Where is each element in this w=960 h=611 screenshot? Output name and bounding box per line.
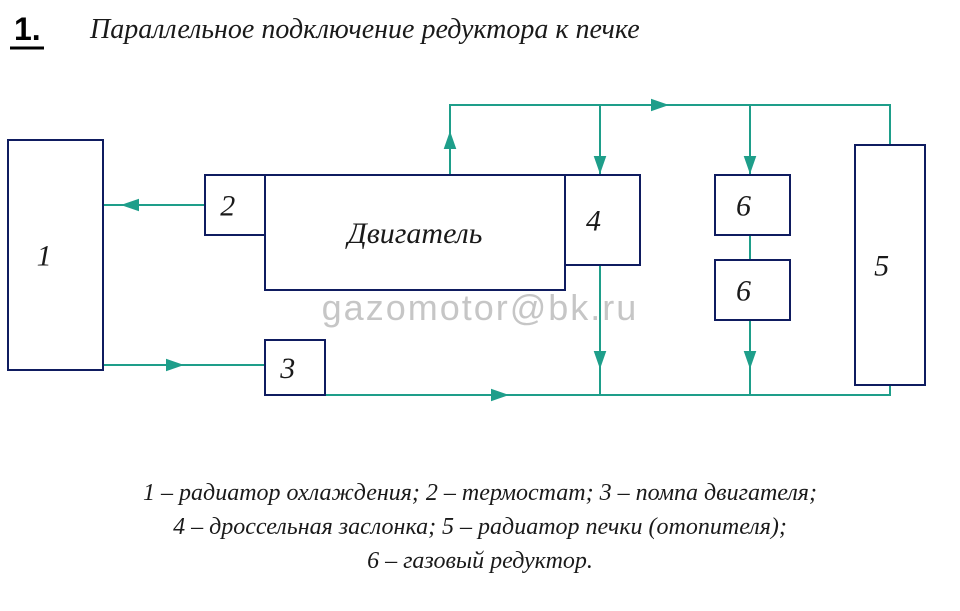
legend-line-2: 6 – газовый редуктор. (367, 548, 593, 574)
flow-line (450, 105, 890, 175)
legend-line-1: 4 – дроссельная заслонка; 5 – радиатор п… (173, 514, 787, 540)
title-number: 1. (14, 11, 41, 47)
box-label-n1: 1 (37, 240, 52, 273)
flow-line (325, 385, 890, 395)
arrowhead (121, 199, 139, 212)
arrowhead (744, 351, 757, 369)
box-label-n2: 2 (220, 190, 235, 223)
watermark: gazomotor@bk.ru (322, 287, 639, 328)
box-n6b (715, 260, 790, 320)
arrowhead (744, 156, 757, 174)
arrowhead (651, 99, 669, 112)
box-label-engine: Двигатель (345, 217, 483, 250)
box-n4 (565, 175, 640, 265)
arrowhead (594, 156, 607, 174)
arrowhead (166, 359, 184, 372)
diagram-title: Параллельное подключение редуктора к печ… (89, 14, 640, 45)
box-n5 (855, 145, 925, 385)
box-label-n5: 5 (874, 250, 889, 283)
box-n6a (715, 175, 790, 235)
box-label-n4: 4 (586, 205, 601, 238)
arrowhead (594, 351, 607, 369)
box-label-n6a: 6 (736, 190, 751, 223)
box-label-n6b: 6 (736, 275, 751, 308)
diagram-canvas: 1. Параллельное подключение редуктора к п… (0, 0, 960, 611)
arrowhead (444, 131, 457, 149)
arrowhead (491, 389, 509, 402)
legend-line-0: 1 – радиатор охлаждения; 2 – термостат; … (143, 480, 817, 506)
box-label-n3: 3 (279, 352, 295, 385)
box-n1 (8, 140, 103, 370)
